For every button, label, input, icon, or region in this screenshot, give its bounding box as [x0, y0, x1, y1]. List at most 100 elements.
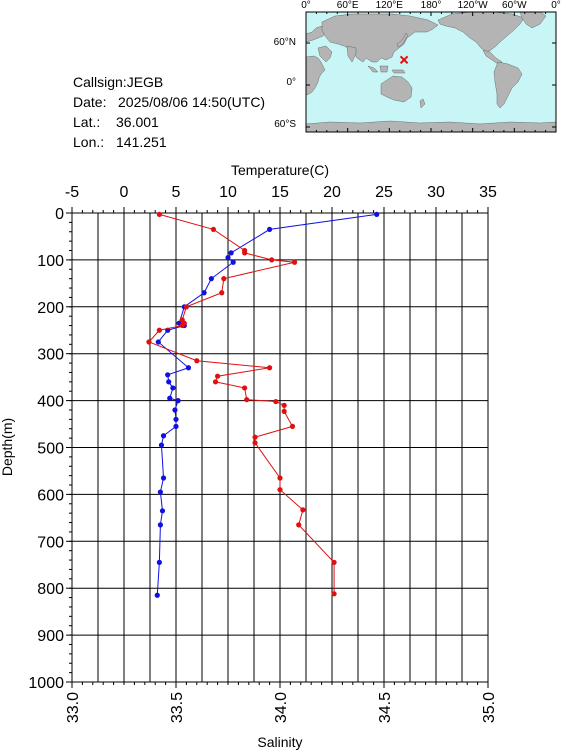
- temperature-data-point: [185, 365, 192, 371]
- temperature-tick-label: 35: [479, 184, 497, 201]
- temperature-data-point: [160, 475, 167, 481]
- salinity-data-point: [331, 559, 337, 566]
- map-lon-label: 60°E: [337, 0, 359, 11]
- land-south-america: [493, 61, 523, 109]
- land-arabia: [317, 45, 333, 63]
- temperature-axis-title: Temperature(C): [231, 162, 329, 178]
- temperature-profile-line: [156, 213, 377, 596]
- axis-ticks: [66, 207, 489, 688]
- salinity-data-point: [221, 276, 227, 282]
- temperature-data-point: [159, 508, 166, 514]
- salinity-data-point: [242, 385, 248, 391]
- salinity-data-point: [183, 304, 189, 310]
- salinity-data-point: [252, 434, 258, 440]
- station-marker-icon: [399, 55, 409, 65]
- temperature-data-point: [165, 372, 171, 378]
- date-value: 2025/08/06 14:50(UTC): [118, 94, 265, 110]
- temperature-tick-label: -5: [65, 184, 79, 201]
- salinity-tick-labels: 33.0 33.5 34.0 34.5 35.0: [65, 692, 498, 723]
- salinity-data-point: [277, 487, 283, 493]
- temperature-tick-label: 20: [323, 184, 341, 201]
- salinity-data-point: [244, 397, 250, 403]
- salinity-data-point: [215, 373, 221, 379]
- temperature-tick-label: 5: [172, 184, 181, 201]
- map-lon-label: 180°: [421, 0, 442, 11]
- land-sumatra: [367, 65, 379, 73]
- temperature-data-point: [167, 395, 173, 401]
- map-longitude-labels: 0° 60°E 120°E 180° 120°W 60°W 0°: [301, 0, 561, 11]
- lat-label: Lat.:: [73, 114, 100, 130]
- salinity-data-point: [194, 358, 200, 364]
- salinity-data-point: [291, 259, 298, 265]
- salinity-data-point: [179, 322, 185, 329]
- temperature-data-point: [172, 407, 178, 413]
- temperature-data-point: [228, 250, 234, 256]
- callsign-text: Callsign:JEGB: [73, 74, 163, 90]
- land-asia: [321, 13, 439, 63]
- salinity-data-point: [281, 408, 287, 414]
- temperature-data-point: [158, 442, 165, 448]
- temperature-data-point: [155, 339, 161, 345]
- temperature-tick-label: 15: [271, 184, 289, 201]
- salinity-data-point: [219, 290, 225, 296]
- temperature-data-point: [170, 385, 176, 391]
- salinity-data-point: [212, 379, 219, 385]
- map-land: [305, 11, 557, 133]
- map-lon-label: 120°E: [376, 0, 404, 11]
- salinity-tick-label: 33.5: [169, 692, 186, 723]
- land-new-zealand: [419, 98, 426, 109]
- temperature-data-point: [374, 211, 380, 218]
- salinity-data-point: [289, 423, 296, 429]
- temperature-tick-label: 30: [427, 184, 445, 201]
- chart-grid: [71, 212, 489, 683]
- temperature-data-point: [175, 398, 181, 404]
- map-ticks: [305, 12, 557, 132]
- depth-tick-label: 600: [37, 487, 64, 504]
- land-greenland: [519, 11, 547, 29]
- date-label: Date:: [73, 94, 106, 110]
- salinity-data-point: [252, 440, 258, 446]
- lon-value: 141.251: [116, 134, 167, 150]
- temperature-data-point: [154, 592, 160, 598]
- salinity-data-point: [296, 522, 302, 528]
- salinity-axis-title: Salinity: [257, 734, 302, 750]
- salinity-data-point: [281, 402, 287, 408]
- salinity-data-point: [277, 475, 283, 481]
- salinity-profile-line: [148, 213, 335, 594]
- world-map: 0° 60°E 120°E 180° 120°W 60°W 0° 60°N 0°…: [274, 0, 561, 133]
- depth-tick-label: 100: [37, 253, 64, 270]
- temperature-data-point: [225, 254, 231, 261]
- salinity-data-point: [242, 250, 248, 256]
- map-lat-label: 60°N: [274, 37, 296, 48]
- depth-tick-label: 900: [37, 628, 64, 645]
- profile-chart: -5 0 5 10 15 20 25 30 35 33.0 33.5 34.0 34.5 35.0 01…: [0, 162, 498, 750]
- salinity-tick-label: 35.0: [481, 692, 498, 723]
- map-latitude-labels: 60°N 0° 60°S: [274, 37, 297, 130]
- temperature-data-point: [157, 522, 163, 528]
- salinity-data-point: [156, 327, 162, 333]
- land-japan: [396, 32, 409, 48]
- lat-value: 36.001: [116, 114, 159, 130]
- land-north-america: [437, 11, 525, 53]
- map-lon-label: 0°: [551, 0, 561, 11]
- temperature-tick-labels: -5 0 5 10 15 20 25 30 35: [65, 184, 497, 201]
- station-info: Callsign:JEGB Date: 2025/08/06 14:50(UTC…: [73, 74, 265, 150]
- temperature-data-point: [173, 416, 179, 422]
- temperature-data-point: [173, 423, 179, 429]
- depth-tick-label: 1000: [28, 675, 64, 692]
- salinity-data-point: [273, 398, 279, 405]
- temperature-data-point: [267, 226, 273, 233]
- map-lon-label: 60°W: [502, 0, 527, 11]
- land-borneo: [379, 65, 389, 73]
- depth-tick-labels: 0 100 200 300 400 500 600 700 800 900 1000: [28, 206, 64, 692]
- lon-label: Lon.:: [73, 134, 104, 150]
- salinity-tick-label: 34.5: [377, 692, 394, 723]
- temperature-tick-label: 0: [120, 184, 129, 201]
- salinity-data-point: [269, 257, 275, 263]
- land-india: [346, 45, 357, 63]
- depth-tick-label: 500: [37, 441, 64, 458]
- temperature-data-point: [157, 489, 163, 495]
- salinity-data-point: [331, 591, 337, 597]
- salinity-data-point: [146, 339, 152, 345]
